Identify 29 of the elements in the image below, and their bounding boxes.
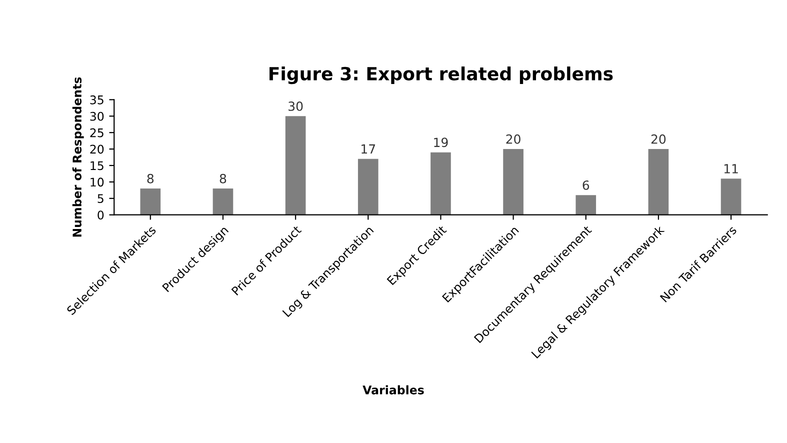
bar <box>648 149 669 215</box>
bar <box>358 158 378 215</box>
data-label: 8 <box>147 174 154 184</box>
bar <box>503 149 524 215</box>
y-tick-label: 0 <box>98 210 104 220</box>
data-label: 6 <box>582 180 590 190</box>
bar <box>212 188 234 215</box>
y-tick-label: 35 <box>90 95 104 104</box>
y-tick-label: 5 <box>98 194 104 204</box>
data-label: 11 <box>724 164 738 174</box>
y-tick-label: 25 <box>90 128 104 138</box>
bar <box>430 152 451 215</box>
bar <box>576 195 596 215</box>
data-label: 20 <box>506 134 520 144</box>
chart-title: Figure 3: Export related problems <box>270 66 613 84</box>
data-label: 19 <box>434 138 448 148</box>
y-tick-label: 30 <box>90 112 104 121</box>
data-label: 20 <box>651 134 666 144</box>
data-label: 17 <box>362 144 376 154</box>
bar <box>140 188 161 215</box>
x-axis-title: Variables <box>362 385 424 394</box>
y-tick-label: 10 <box>90 178 104 187</box>
y-tick-label: 20 <box>90 144 104 154</box>
y-axis-title: Number of Respondents <box>72 77 84 237</box>
bar <box>285 116 306 215</box>
y-tick-label: 15 <box>90 161 104 170</box>
bar <box>720 178 742 215</box>
data-label: 30 <box>288 101 303 111</box>
data-label: 8 <box>220 174 226 184</box>
